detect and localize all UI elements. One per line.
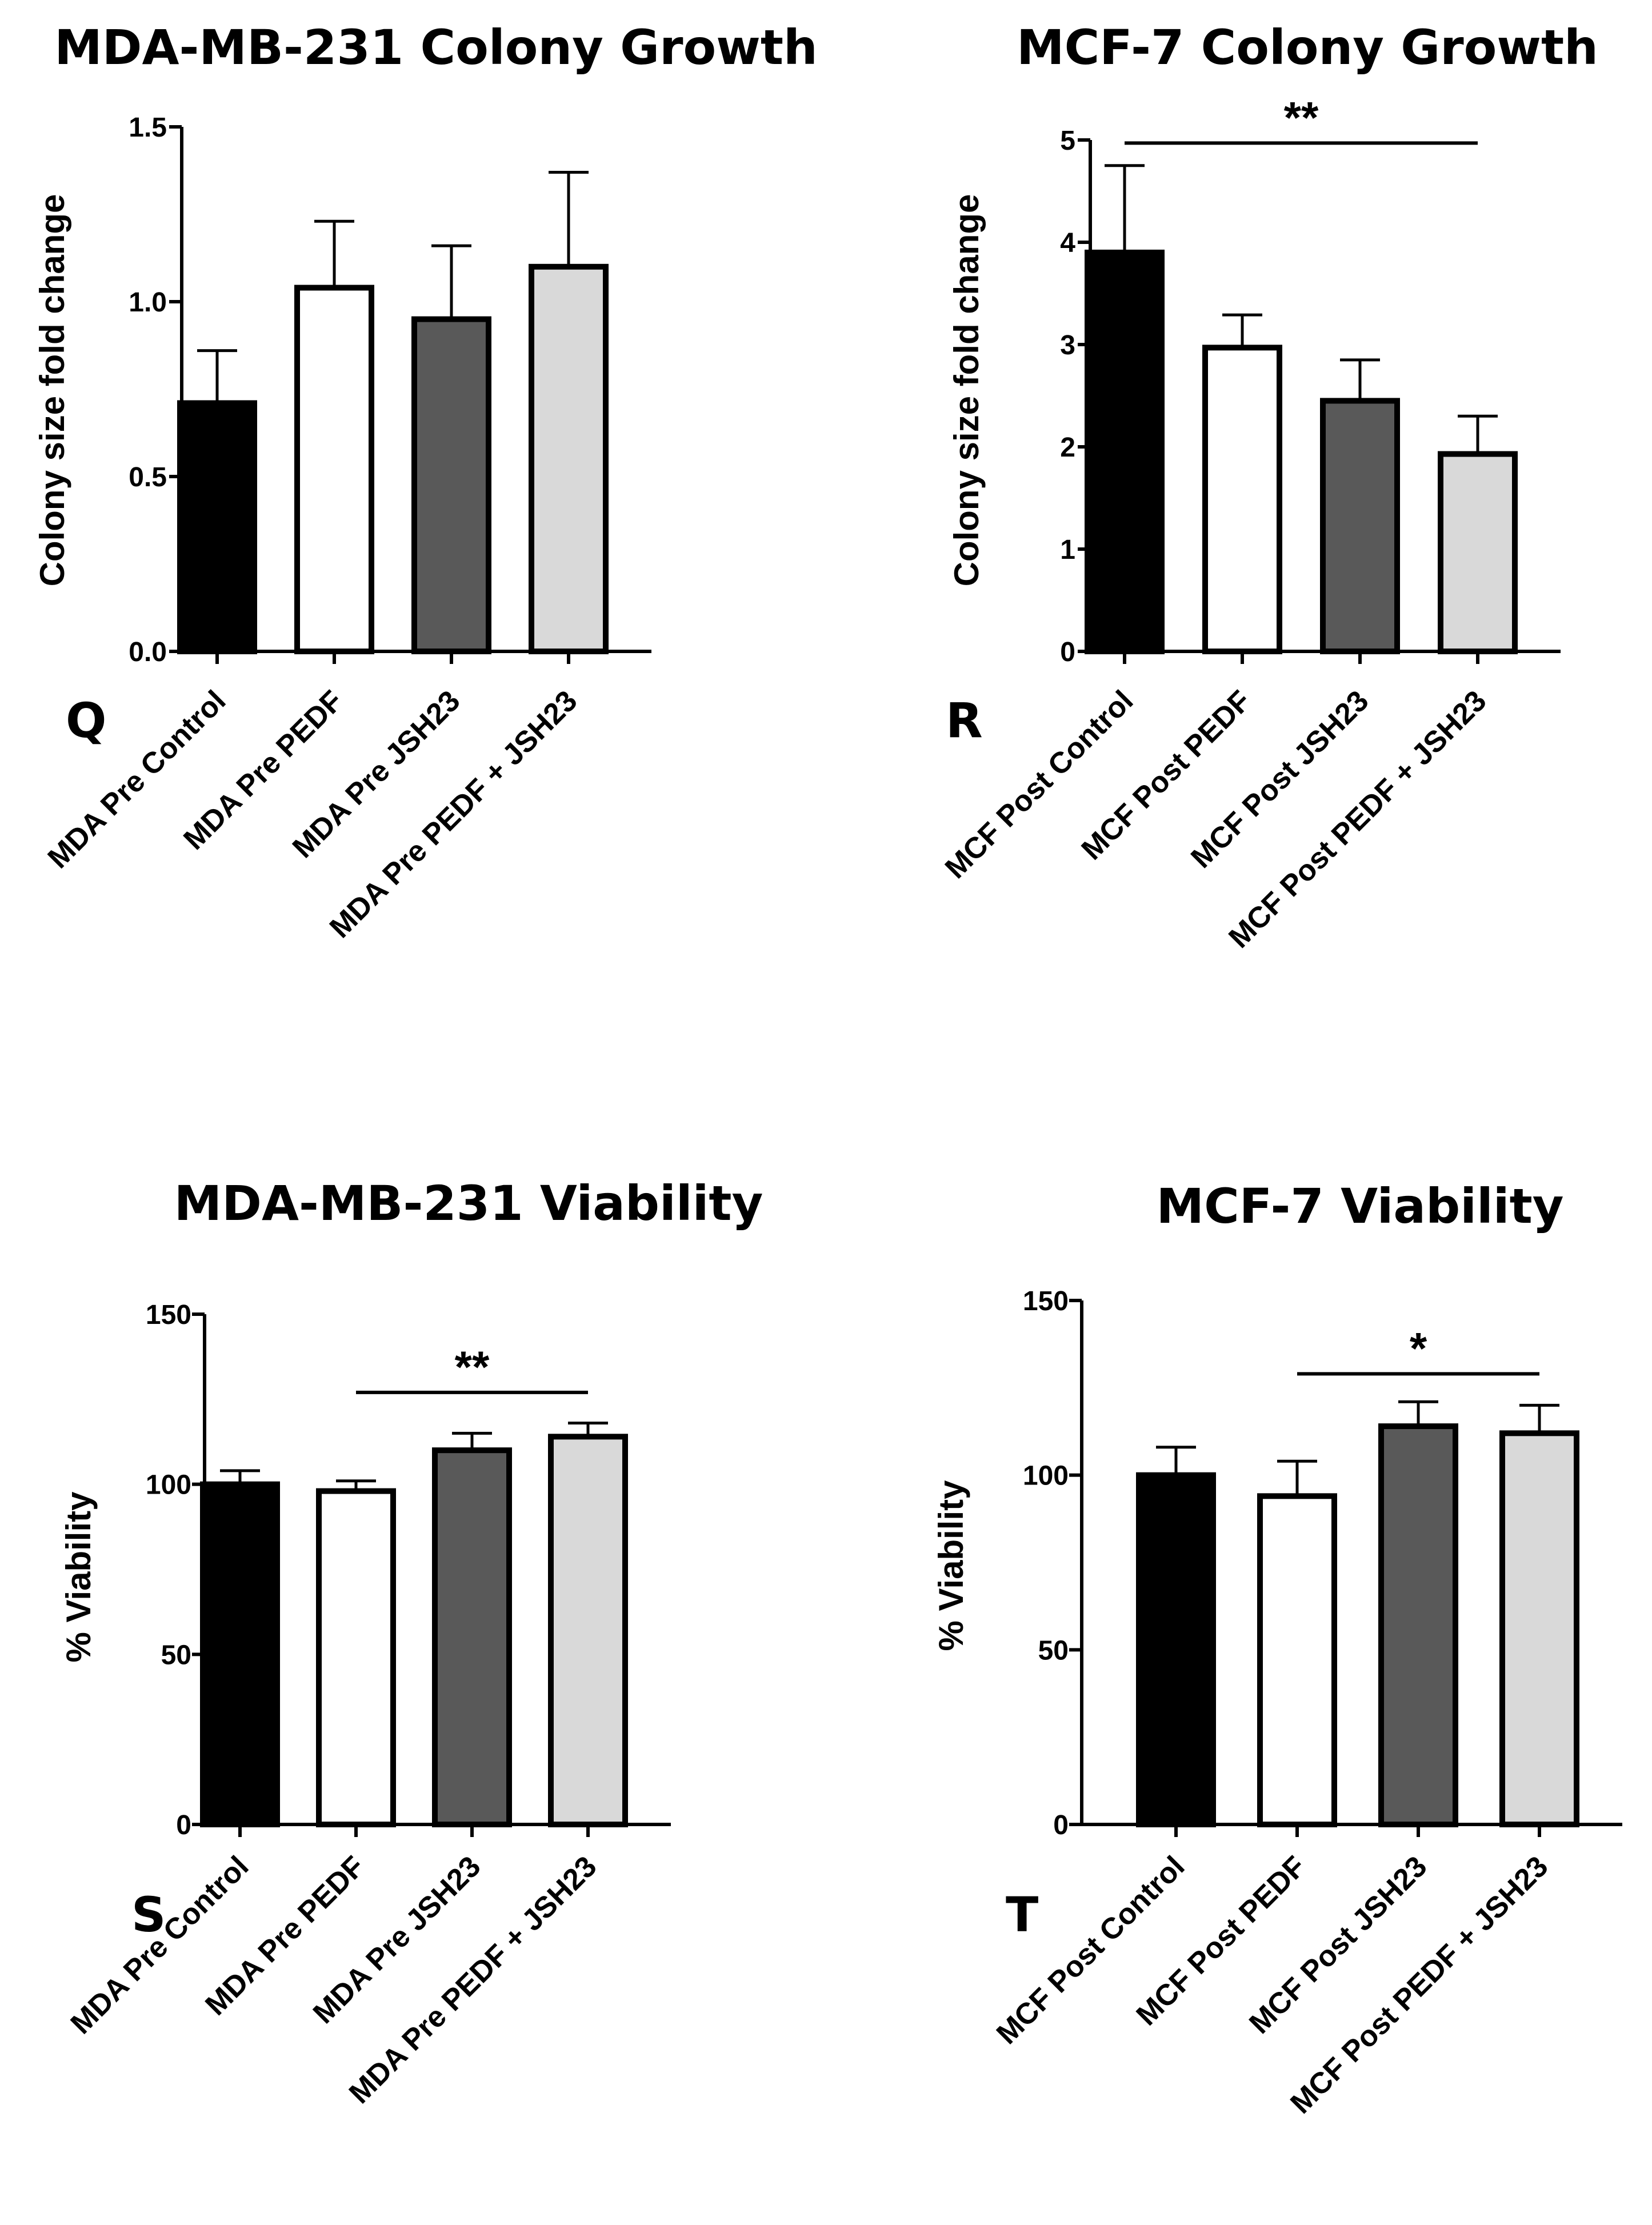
y-tick-label: 4 bbox=[1060, 228, 1075, 258]
category-label: MCF Post PEDF + JSH23 bbox=[1284, 1850, 1554, 2120]
bar bbox=[432, 1447, 512, 1827]
y-tick-label: 50 bbox=[1038, 1635, 1069, 1666]
chart-title: MDA-MB-231 Colony Growth bbox=[54, 19, 818, 75]
panel-letter: S bbox=[131, 1887, 166, 1943]
category-label: MDA Pre PEDF + JSH23 bbox=[343, 1850, 603, 2110]
significance-label: * bbox=[1410, 1323, 1427, 1373]
significance-label: ** bbox=[455, 1342, 490, 1392]
panel-letter: Q bbox=[66, 693, 106, 749]
bar bbox=[1085, 249, 1165, 654]
y-tick-label: 0.5 bbox=[129, 462, 167, 493]
bar bbox=[548, 1434, 628, 1828]
chart-t: MCF-7 Viability T % Viability 0 50 100 150 MCF … bbox=[932, 1178, 1622, 2120]
y-tick-label: 0 bbox=[176, 1810, 191, 1840]
y-tick-label: 150 bbox=[146, 1300, 191, 1330]
y-tick-label: 3 bbox=[1060, 330, 1075, 361]
y-tick-label: 5 bbox=[1060, 126, 1075, 156]
bar bbox=[200, 1481, 280, 1828]
y-tick-label: 2 bbox=[1060, 433, 1075, 463]
chart-title: MCF-7 Viability bbox=[1156, 1178, 1563, 1234]
y-tick-label: 0 bbox=[1060, 637, 1075, 667]
category-label: MDA Pre PEDF + JSH23 bbox=[323, 684, 583, 944]
bar bbox=[1378, 1423, 1458, 1828]
y-tick-label: 1.5 bbox=[129, 113, 167, 143]
bar bbox=[316, 1488, 396, 1827]
y-tick-label: 100 bbox=[1023, 1461, 1069, 1491]
bar bbox=[529, 263, 609, 654]
y-tick-label: 50 bbox=[161, 1640, 191, 1670]
y-tick-label: 1 bbox=[1060, 535, 1075, 565]
chart-r: MCF-7 Colony Growth R Colony size fold cha… bbox=[939, 19, 1598, 955]
panel-letter: R bbox=[946, 693, 983, 749]
y-tick-label: 1.0 bbox=[129, 287, 167, 318]
bar bbox=[1438, 451, 1518, 655]
bar bbox=[1257, 1493, 1337, 1827]
chart-s: MDA-MB-231 Viability S % Viability 0 50 100 15… bbox=[59, 1175, 763, 2110]
bar bbox=[177, 400, 257, 654]
bar bbox=[1499, 1430, 1579, 1827]
y-tick-label: 0 bbox=[1053, 1810, 1069, 1840]
y-tick-label: 100 bbox=[146, 1470, 191, 1500]
bar bbox=[294, 285, 374, 654]
significance-label: ** bbox=[1284, 92, 1319, 142]
chart-title: MDA-MB-231 Viability bbox=[174, 1175, 763, 1231]
y-axis-label: Colony size fold change bbox=[947, 194, 986, 587]
y-tick-label: 0.0 bbox=[129, 637, 167, 667]
y-axis-label: Colony size fold change bbox=[33, 194, 71, 587]
y-tick-label: 150 bbox=[1023, 1286, 1069, 1316]
bar bbox=[1202, 345, 1282, 654]
chart-title: MCF-7 Colony Growth bbox=[1017, 19, 1598, 75]
panel-letter: T bbox=[1006, 1887, 1038, 1943]
bar bbox=[411, 316, 491, 654]
bar bbox=[1136, 1472, 1216, 1828]
y-axis-label: % Viability bbox=[59, 1491, 98, 1663]
chart-q: MDA-MB-231 Colony Growth Q Colony size fol… bbox=[33, 19, 818, 945]
y-axis-label: % Viability bbox=[932, 1480, 970, 1651]
bar bbox=[1320, 398, 1400, 654]
